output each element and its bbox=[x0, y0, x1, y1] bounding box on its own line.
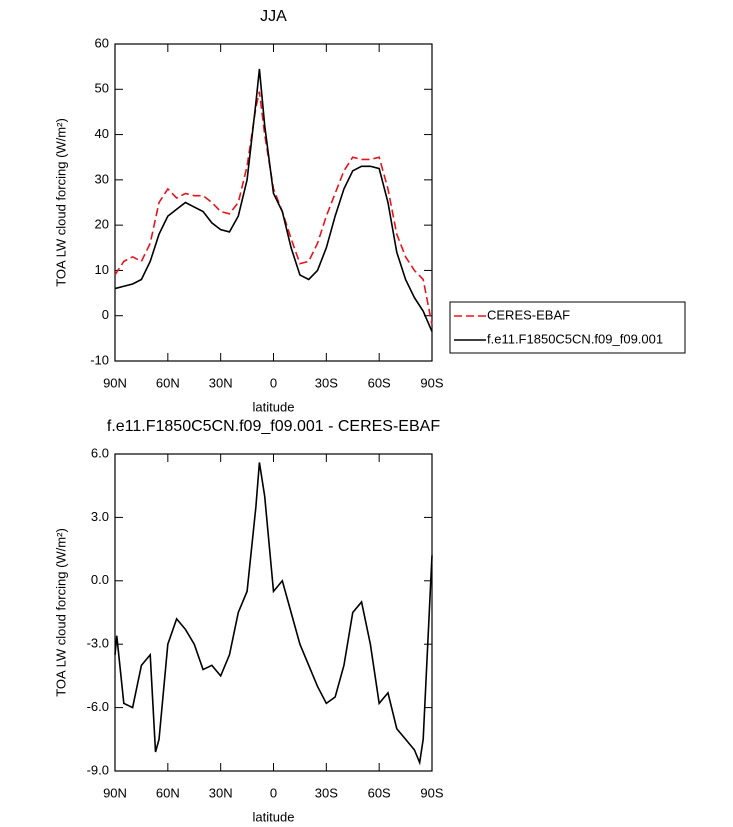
y-tick-label: 10 bbox=[95, 262, 109, 277]
x-tick-label: 0 bbox=[270, 785, 277, 800]
y-tick-label: 30 bbox=[95, 171, 109, 186]
y-tick-label: -3.0 bbox=[87, 636, 109, 651]
y-tick-label: -10 bbox=[90, 352, 109, 367]
y-axis-label: TOA LW cloud forcing (W/m²) bbox=[53, 528, 68, 697]
line bbox=[114, 68, 433, 332]
legend-label: f.e11.F1850C5CN.f09_f09.001 bbox=[487, 331, 663, 346]
x-axis-label: latitude bbox=[253, 399, 295, 414]
line bbox=[114, 462, 433, 766]
x-tick-label: 60N bbox=[156, 785, 180, 800]
y-axis-label: TOA LW cloud forcing (W/m²) bbox=[53, 118, 68, 287]
x-tick-label: 30S bbox=[315, 375, 338, 390]
legend-label: CERES-EBAF bbox=[487, 307, 570, 322]
legend-box bbox=[449, 301, 686, 354]
x-tick-label: 30N bbox=[209, 375, 233, 390]
x-tick-label: 30S bbox=[315, 785, 338, 800]
x-tick-label: 90S bbox=[420, 375, 443, 390]
line bbox=[114, 91, 433, 325]
plot-frame bbox=[114, 43, 433, 362]
y-tick-label: -6.0 bbox=[87, 699, 109, 714]
y-tick-label: 0.0 bbox=[91, 572, 109, 587]
x-tick-label: 30N bbox=[209, 785, 233, 800]
x-tick-label: 90N bbox=[103, 785, 127, 800]
x-tick-label: 60S bbox=[368, 375, 391, 390]
x-axis-label: latitude bbox=[253, 809, 295, 824]
y-tick-label: 40 bbox=[95, 126, 109, 141]
plot-frame bbox=[114, 453, 433, 772]
y-tick-label: 50 bbox=[95, 81, 109, 96]
y-tick-label: 20 bbox=[95, 217, 109, 232]
y-tick-label: -9.0 bbox=[87, 762, 109, 777]
y-tick-label: 60 bbox=[95, 35, 109, 50]
y-tick-label: 0 bbox=[102, 307, 109, 322]
y-tick-label: 6.0 bbox=[91, 445, 109, 460]
x-tick-label: 0 bbox=[270, 375, 277, 390]
chart-title: JJA bbox=[260, 8, 287, 25]
x-tick-label: 90N bbox=[103, 375, 127, 390]
x-tick-label: 90S bbox=[420, 785, 443, 800]
x-tick-label: 60S bbox=[368, 785, 391, 800]
x-tick-label: 60N bbox=[156, 375, 180, 390]
y-tick-label: 3.0 bbox=[91, 509, 109, 524]
chart-title: f.e11.F1850C5CN.f09_f09.001 - CERES-EBAF bbox=[107, 418, 440, 435]
